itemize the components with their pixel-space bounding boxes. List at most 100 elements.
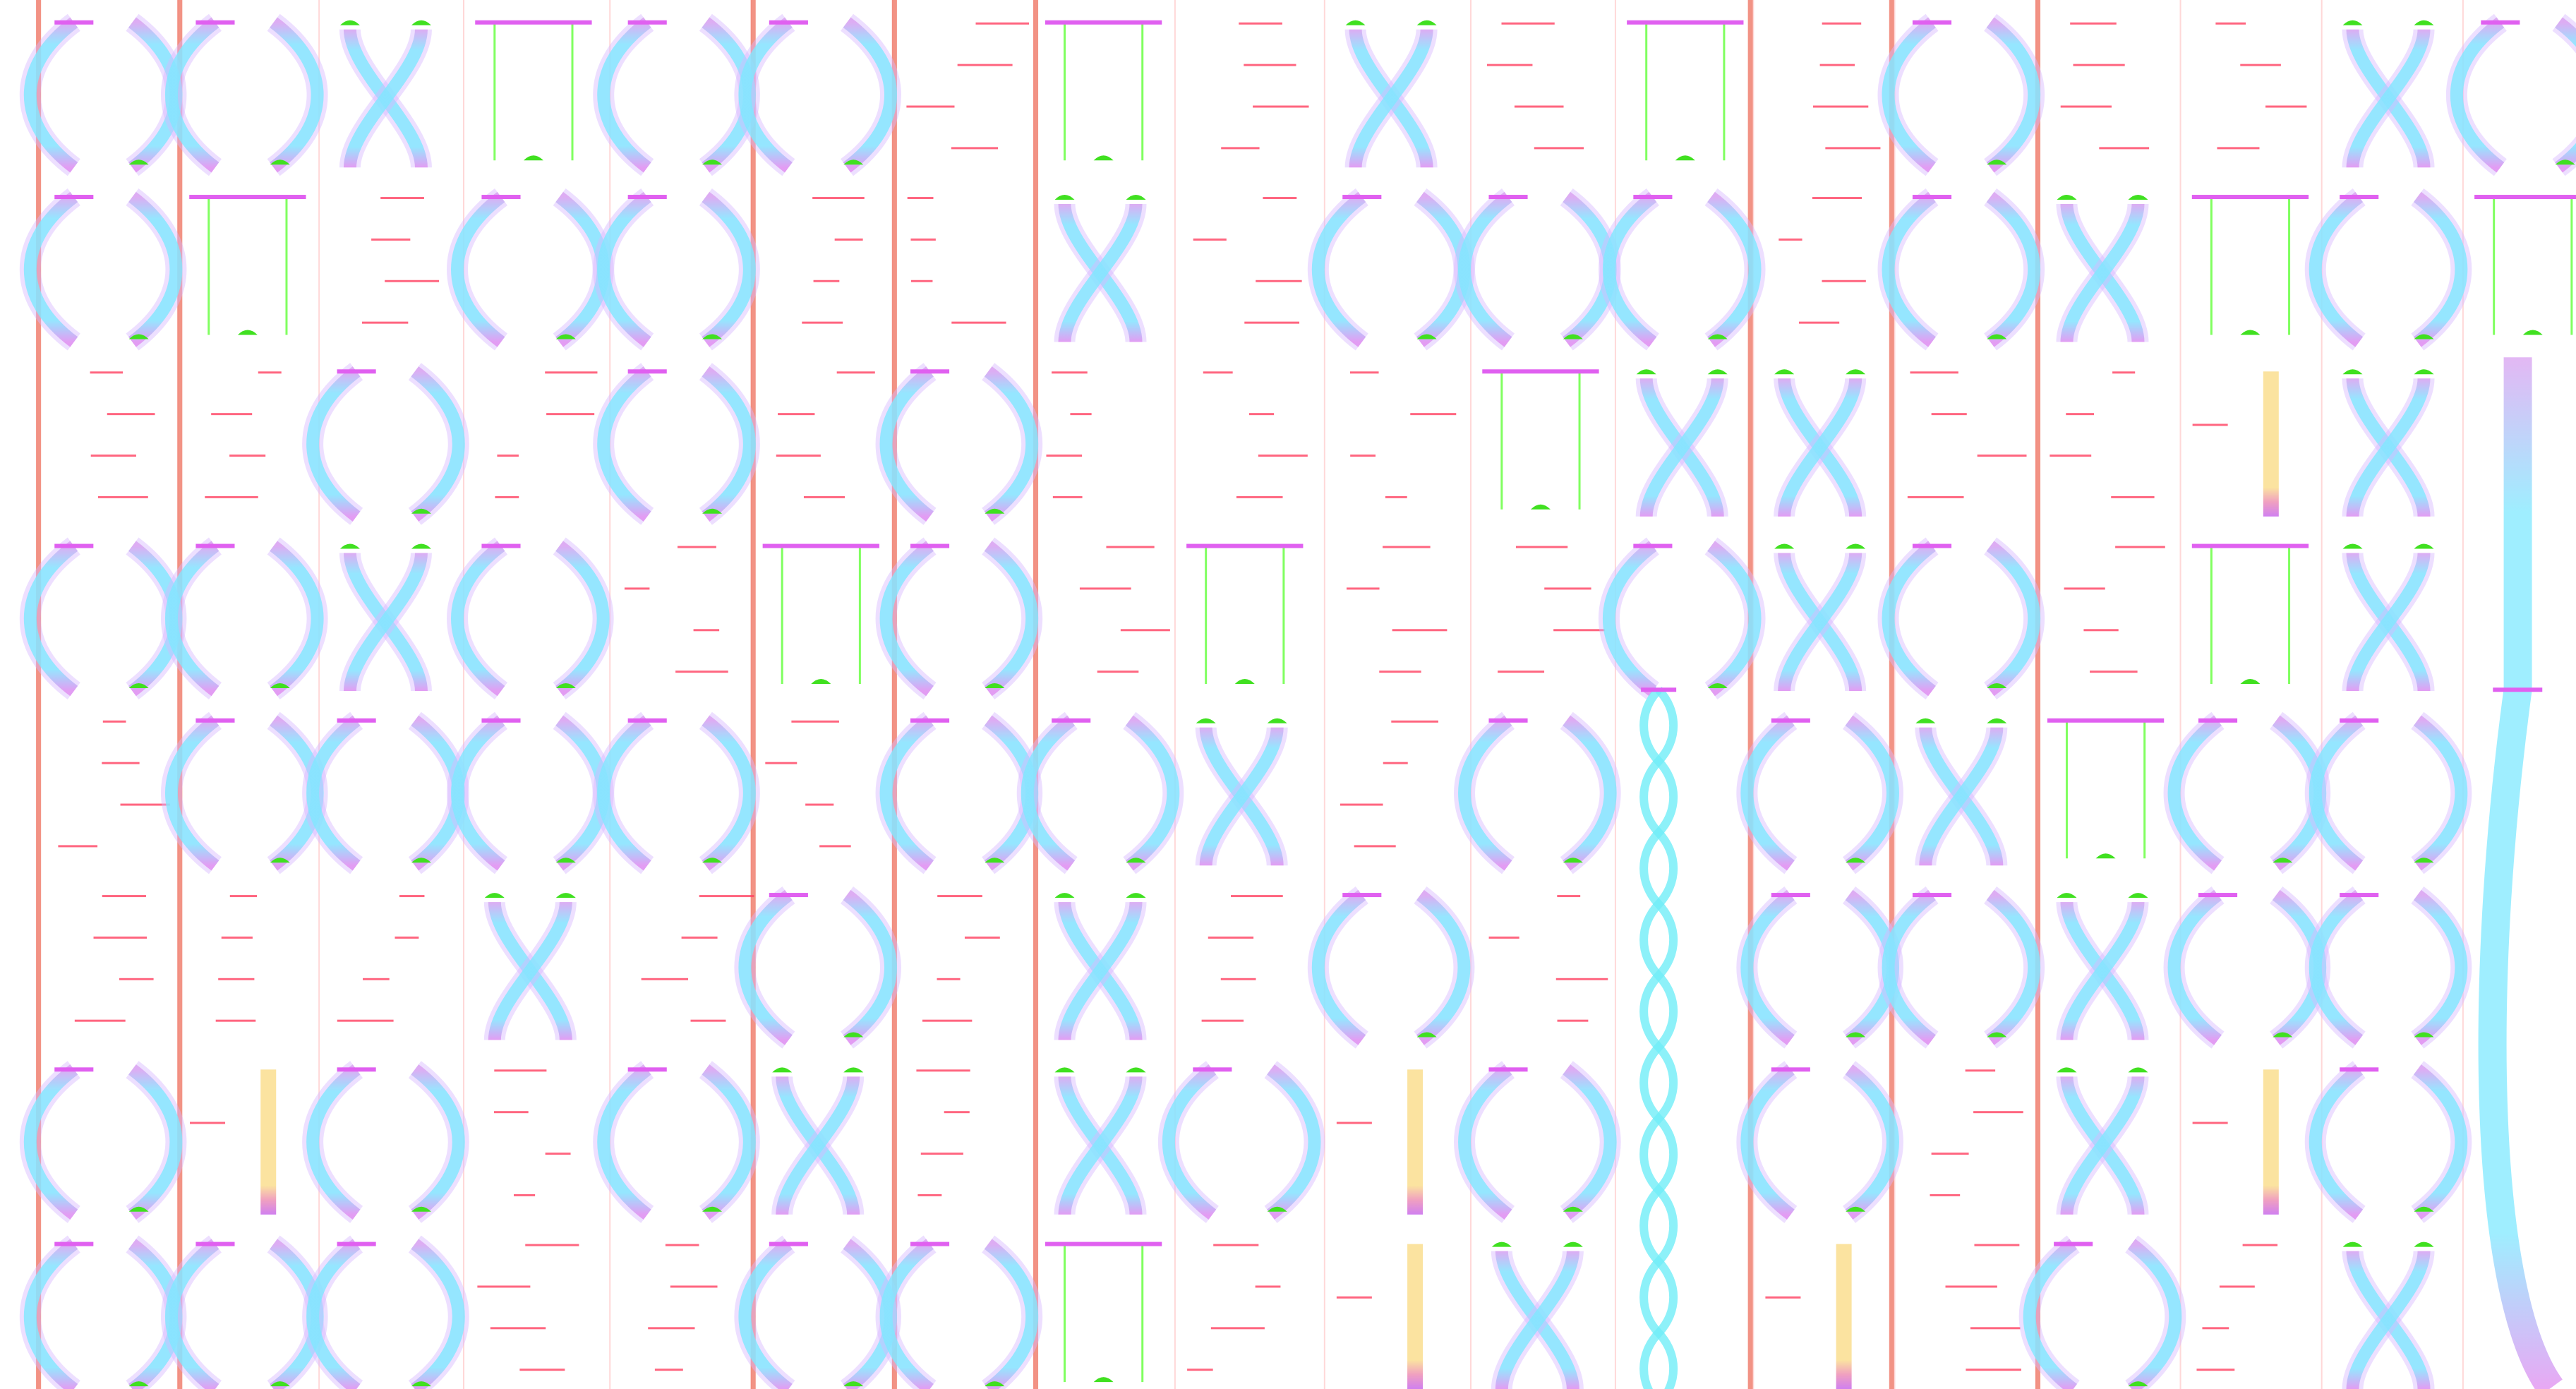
anchor-marker	[555, 334, 576, 339]
ribbon	[411, 366, 465, 522]
ribbon	[597, 17, 651, 173]
ribbon	[1058, 901, 1143, 1041]
track-label	[395, 936, 419, 939]
ribbon	[1882, 541, 1936, 697]
anchor-bar	[337, 1241, 376, 1246]
anchor-marker	[2273, 858, 2293, 863]
anchor-marker	[843, 1381, 864, 1387]
anchor-marker	[2414, 1032, 2434, 1038]
anchor-bar	[2474, 195, 2576, 200]
ribbon	[2346, 378, 2431, 517]
track-label	[90, 455, 136, 457]
column-divider	[1033, 0, 1039, 1389]
track-label	[1965, 1069, 1996, 1072]
anchor-marker	[270, 858, 290, 863]
anchor-marker	[2057, 1067, 2077, 1073]
track-label	[2050, 455, 2092, 457]
track-label	[2219, 1285, 2255, 1288]
anchor-bar	[1342, 893, 1382, 898]
ribbon	[2346, 1250, 2431, 1389]
ribbon	[1058, 203, 1143, 343]
anchor-marker	[2414, 1206, 2434, 1212]
ribbon	[411, 1239, 465, 1389]
ribbon	[776, 1076, 860, 1215]
track-label	[2265, 105, 2307, 108]
track-label	[74, 1019, 126, 1022]
anchor-bar	[54, 195, 94, 200]
anchor-marker	[985, 858, 1005, 863]
ribbon	[128, 1064, 183, 1220]
anchor-marker	[811, 679, 831, 685]
anchor-marker	[702, 508, 723, 514]
anchor-bar	[2191, 195, 2309, 200]
track-label	[951, 147, 999, 150]
anchor-marker	[2057, 195, 2077, 200]
track-label	[1349, 371, 1379, 374]
track-label	[380, 197, 424, 200]
anchor-bar	[2191, 543, 2309, 548]
anchor-bar	[481, 718, 521, 723]
track-label	[1255, 1285, 1281, 1288]
track-label	[670, 1285, 718, 1288]
ribbon	[2127, 1239, 2182, 1389]
track-label	[654, 1369, 683, 1371]
track-label	[513, 1193, 536, 1196]
anchor-bar	[54, 1067, 94, 1072]
track-label	[1340, 803, 1383, 806]
track-label	[1379, 671, 1421, 673]
track-label	[693, 629, 720, 632]
anchor-bar	[627, 718, 667, 723]
anchor-marker	[1416, 20, 1437, 25]
anchor-marker	[2414, 858, 2434, 863]
track-label	[1187, 1369, 1213, 1371]
track-label	[1203, 371, 1233, 374]
ribbon	[1986, 541, 2040, 697]
anchor-marker	[2128, 1067, 2148, 1073]
track-label	[1258, 455, 1308, 457]
anchor-marker	[2342, 1241, 2363, 1247]
track-label	[1046, 455, 1083, 457]
track-label	[1208, 936, 1254, 939]
anchor-marker	[985, 1381, 1005, 1387]
anchor-bar	[769, 1241, 808, 1246]
ribbon	[343, 29, 428, 169]
track-label	[1410, 413, 1457, 416]
anchor-marker	[411, 1381, 431, 1387]
track-label	[699, 895, 754, 898]
anchor-marker	[1196, 718, 1216, 723]
anchor-marker	[1126, 1067, 1146, 1073]
anchor-marker	[702, 1206, 723, 1212]
anchor-marker	[1707, 683, 1728, 689]
track-label	[1193, 238, 1227, 241]
track-label	[791, 720, 839, 723]
anchor-bar	[2340, 893, 2379, 898]
ribbon	[879, 1239, 934, 1389]
track-label	[90, 371, 124, 374]
anchor-marker	[1093, 1377, 1114, 1383]
anchor-bar	[481, 543, 521, 548]
track-label	[1210, 1327, 1265, 1330]
anchor-marker	[1987, 334, 2007, 339]
ribbon	[879, 541, 934, 697]
anchor-bar	[475, 20, 592, 25]
anchor-marker	[1563, 1241, 1583, 1247]
anchor-bar	[2493, 687, 2543, 692]
track-label	[1930, 1193, 1961, 1196]
track-label	[641, 978, 689, 980]
anchor-bar	[1342, 195, 1382, 200]
anchor-marker	[1126, 893, 1146, 898]
track-label	[119, 978, 154, 980]
track-label	[1514, 105, 1564, 108]
anchor-marker	[1774, 543, 1795, 549]
track-label	[495, 495, 519, 498]
anchor-bar	[1045, 20, 1162, 25]
track-label	[221, 936, 253, 939]
track-label	[1213, 1244, 1259, 1246]
track-label	[1244, 64, 1296, 66]
ribbon	[306, 1064, 361, 1220]
ribbon	[1312, 191, 1366, 347]
anchor-marker	[1774, 369, 1795, 375]
anchor-bar	[1627, 20, 1744, 25]
track-label	[107, 413, 155, 416]
